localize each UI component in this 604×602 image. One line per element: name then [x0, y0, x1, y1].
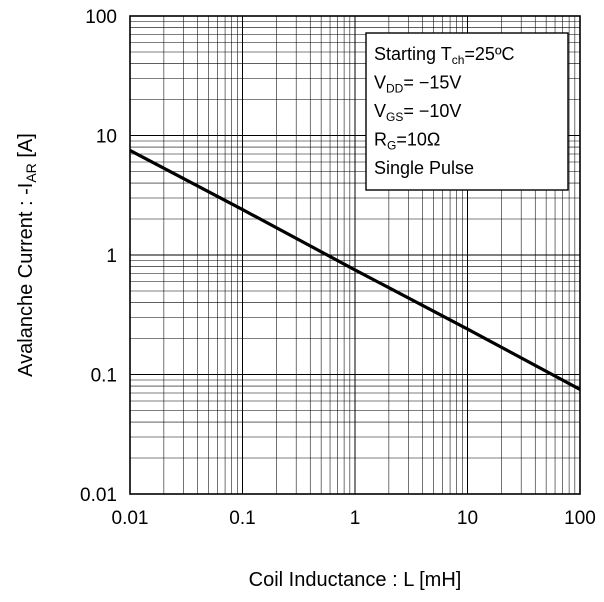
plot-area-frame — [129, 15, 581, 495]
y-tick-label: 10 — [96, 127, 117, 148]
y-tick-label: 0.01 — [80, 485, 117, 506]
y-tick-label: 0.1 — [91, 366, 117, 387]
x-tick-label: 1 — [350, 508, 361, 529]
y-axis-title-prefix: Avalanche Current : -I — [15, 183, 37, 377]
annotation-line: RG=10Ω — [374, 130, 440, 153]
y-axis-title-suffix: [A] — [15, 133, 37, 163]
x-tick-label: 0.1 — [229, 508, 255, 529]
y-tick-label: 100 — [85, 7, 117, 28]
annotation-lines: Starting Tch=25ºC VDD= −15V VGS= −10V RG=10… — [374, 44, 515, 178]
y-axis-title: Avalanche Current : -IAR [A] — [15, 133, 39, 377]
annotation-line: Starting Tch=25ºC — [374, 44, 515, 67]
annotation-box: Starting Tch=25ºC VDD= −15V VGS= −10V RG=10… — [365, 32, 569, 191]
annotation-line: VDD= −15V — [374, 73, 461, 96]
series-layer — [129, 149, 581, 391]
x-tick-label: 10 — [457, 508, 478, 529]
x-tick-label: 0.01 — [112, 508, 149, 529]
x-tick-label: 100 — [564, 508, 596, 529]
y-tick-label: 1 — [106, 246, 117, 267]
y-tick-labels: 100 10 1 0.1 0.01 — [80, 7, 117, 506]
annotation-box-frame — [365, 32, 569, 191]
annotation-line: VGS= −10V — [374, 101, 461, 124]
y-axis-title-sub: AR — [23, 163, 39, 182]
x-axis-title: Coil Inductance : L [mH] — [249, 569, 462, 591]
annotation-line: Single Pulse — [374, 158, 474, 178]
x-tick-labels: 0.01 0.1 1 10 100 — [112, 508, 596, 529]
series-line — [129, 149, 581, 391]
